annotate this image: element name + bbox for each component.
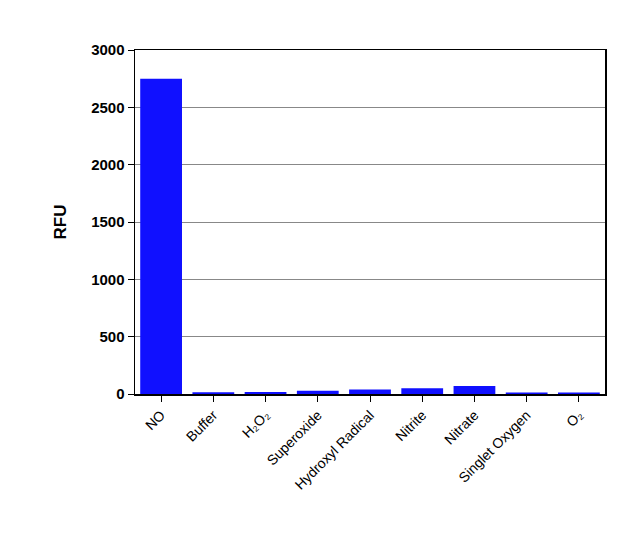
- svg-text:2000: 2000: [91, 156, 124, 173]
- svg-text:Hydroxyl Radical: Hydroxyl Radical: [291, 407, 377, 493]
- svg-text:NO: NO: [142, 407, 168, 433]
- svg-text:O₂: O₂: [563, 407, 586, 430]
- svg-text:Nitrite: Nitrite: [392, 407, 429, 444]
- svg-text:1500: 1500: [91, 213, 124, 230]
- svg-text:Superoxide: Superoxide: [263, 407, 325, 469]
- svg-text:3000: 3000: [91, 41, 124, 58]
- svg-text:Singlet Oxygen: Singlet Oxygen: [455, 407, 533, 485]
- svg-text:Buffer: Buffer: [183, 407, 221, 445]
- svg-text:H₂O₂: H₂O₂: [239, 407, 273, 441]
- svg-text:0: 0: [116, 385, 124, 402]
- svg-text:500: 500: [99, 328, 124, 345]
- svg-text:2500: 2500: [91, 99, 124, 116]
- svg-text:RFU: RFU: [51, 205, 70, 240]
- svg-text:1000: 1000: [91, 271, 124, 288]
- svg-text:Nitrate: Nitrate: [441, 407, 482, 448]
